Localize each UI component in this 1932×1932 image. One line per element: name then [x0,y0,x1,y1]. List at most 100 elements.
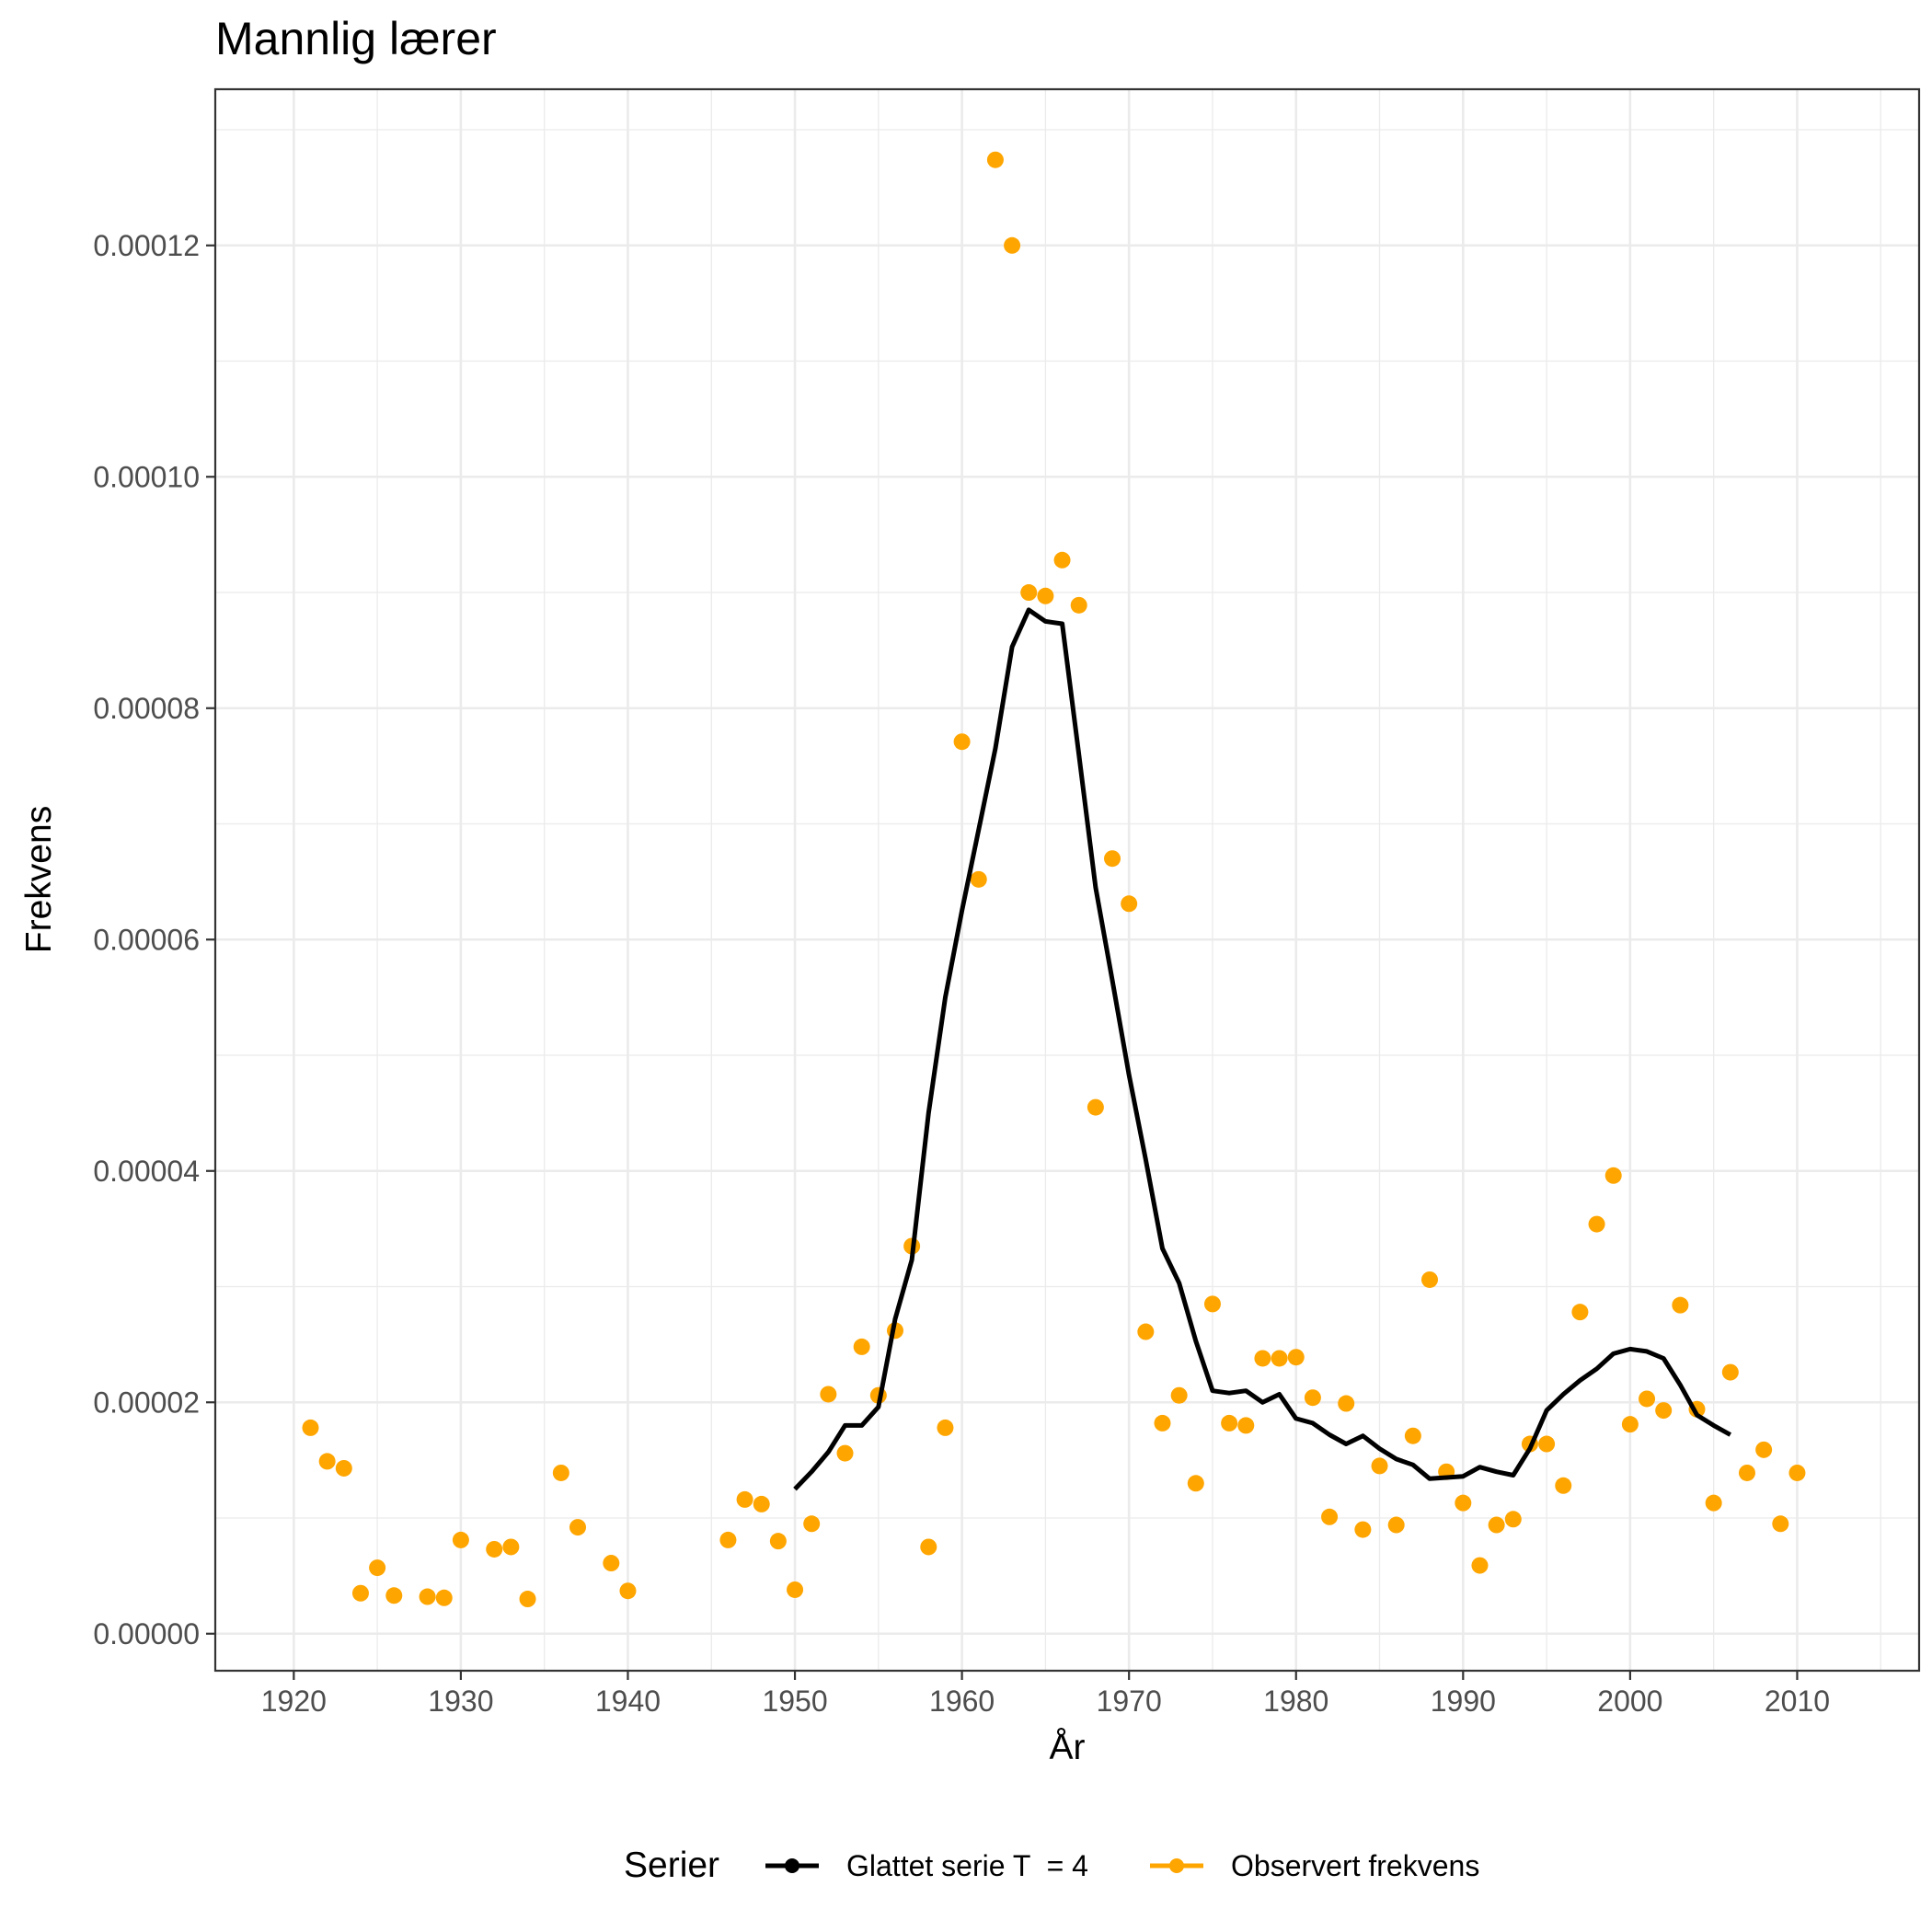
observed-point [970,870,987,888]
observed-point [1104,850,1121,868]
observed-point [1203,1295,1221,1313]
observed-point [435,1589,453,1606]
y-tick-label: 0.00008 [93,692,200,725]
observed-point [937,1419,954,1436]
observed-point [953,733,971,751]
legend: Serier Glattet serie T = 4 Observert fre… [624,1846,1479,1885]
data-marks [302,151,1806,1608]
legend-title: Serier [624,1846,719,1885]
legend-key-smoothed [765,1858,819,1873]
observed-point [1287,1349,1305,1366]
observed-point [1304,1389,1321,1407]
observed-point [603,1555,620,1572]
y-tick-label: 0.00010 [93,460,200,493]
observed-point [335,1459,352,1477]
panel-border [213,87,1921,1673]
x-tick-label: 1940 [595,1685,661,1718]
x-tick-label: 1990 [1431,1685,1496,1718]
observed-point [1672,1296,1689,1314]
observed-point [1738,1464,1755,1481]
observed-point [1004,236,1021,254]
observed-point [1170,1386,1188,1404]
observed-point [1387,1516,1405,1534]
observed-point [1788,1464,1806,1481]
observed-point [1455,1494,1472,1512]
observed-point [1538,1435,1556,1453]
y-tick-label: 0.00000 [93,1617,200,1650]
observed-point [351,1584,369,1602]
legend-key-observed [1150,1858,1203,1873]
observed-point [1254,1350,1271,1367]
observed-point [1639,1390,1656,1408]
observed-point [920,1538,937,1556]
observed-point [1187,1475,1204,1492]
legend-label-smoothed: Glattet serie T = 4 [846,1849,1088,1882]
observed-point [1321,1508,1339,1525]
observed-point [1137,1323,1155,1340]
observed-point [1488,1516,1505,1534]
observed-point [1070,596,1087,614]
observed-point [1271,1350,1288,1367]
observed-point [502,1538,520,1556]
minor-gridlines [215,89,1919,1671]
observed-point [1504,1511,1522,1528]
y-tick-label: 0.00004 [93,1155,200,1188]
chart-title: Mannlig lærer [215,13,497,64]
observed-point [486,1540,503,1558]
y-tick-label: 0.00002 [93,1386,200,1419]
observed-point [787,1581,804,1598]
x-axis: 1920 1930 1940 1950 1960 1970 1980 1990 2000 2010 [261,1671,1830,1718]
observed-point [1087,1098,1104,1116]
x-tick-label: 1970 [1097,1685,1162,1718]
observed-point [1221,1414,1238,1432]
y-axis: 0.00000 0.00002 0.00004 0.00006 0.00008 0.000… [93,229,215,1650]
major-gridlines [215,89,1919,1671]
observed-point [419,1588,436,1605]
observed-point [736,1490,753,1508]
observed-point [836,1444,854,1462]
observed-point [1053,551,1071,569]
observed-point [452,1531,469,1548]
x-axis-title: År [1050,1727,1086,1767]
observed-point [1154,1414,1171,1432]
observed-point [1621,1416,1639,1433]
observed-point [1121,895,1138,913]
x-tick-label: 1980 [1263,1685,1328,1718]
observed-point [1371,1457,1388,1475]
observed-point [519,1591,536,1608]
y-tick-label: 0.00012 [93,229,200,262]
observed-point [552,1464,569,1481]
observed-point [1404,1427,1421,1444]
observed-point [569,1519,587,1536]
observed-point [1037,587,1054,604]
observed-point [769,1533,787,1550]
observed-point [1421,1271,1439,1288]
observed-point [719,1531,737,1548]
observed-point [385,1587,403,1604]
observed-point [1020,584,1038,602]
observed-point [1705,1494,1722,1512]
observed-point [1721,1363,1739,1381]
observed-point [1604,1167,1622,1184]
observed-point [1237,1417,1255,1434]
x-tick-label: 1960 [929,1685,995,1718]
observed-point [753,1495,770,1512]
x-tick-label: 1930 [428,1685,493,1718]
observed-point [853,1338,870,1355]
observed-point [1655,1402,1673,1420]
observed-point [1571,1304,1589,1321]
x-tick-label: 2000 [1597,1685,1662,1718]
plot-panel [213,87,1921,1673]
y-tick-label: 0.00006 [93,923,200,956]
panel-background [215,89,1919,1671]
observed-point [1338,1395,1355,1412]
observed-point [302,1419,319,1436]
observed-point [986,151,1004,168]
observed-point [1555,1477,1572,1494]
observed-point [803,1515,821,1533]
observed-point [820,1386,837,1403]
smoothed-series-line [793,607,1732,1491]
observed-point [1354,1521,1372,1538]
x-tick-label: 1920 [261,1685,327,1718]
